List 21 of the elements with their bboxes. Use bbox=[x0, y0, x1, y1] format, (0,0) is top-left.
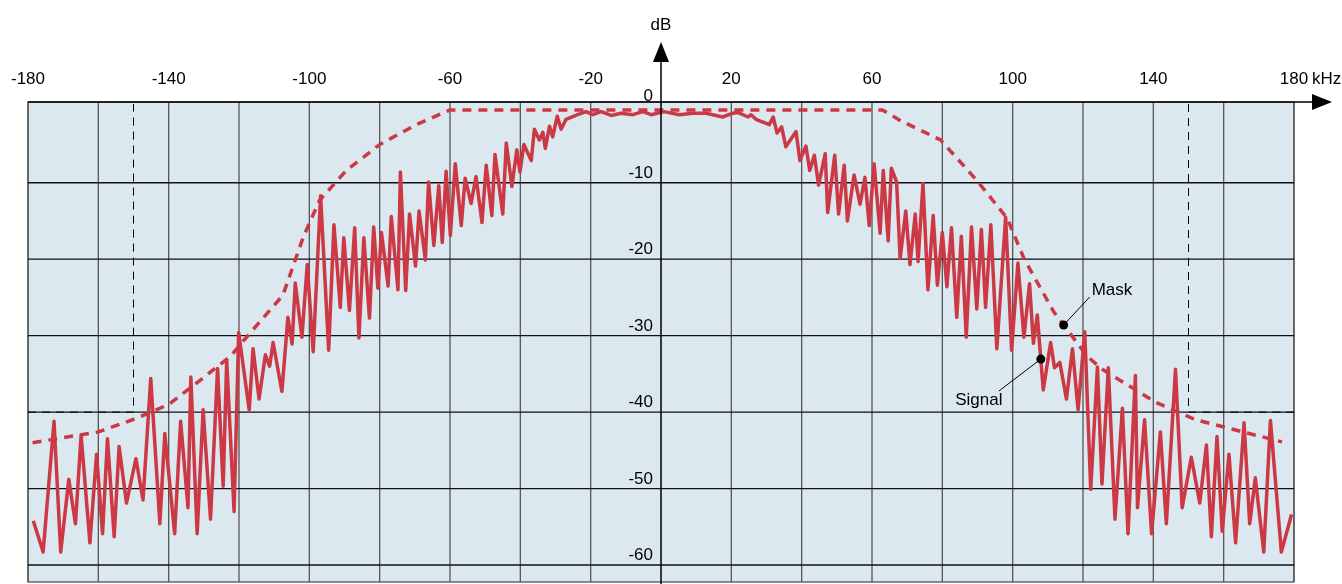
x-tick-label: -180 bbox=[10, 69, 46, 88]
x-tick-label: -100 bbox=[292, 69, 327, 88]
y-tick-label: -20 bbox=[628, 239, 653, 259]
x-tick-label: 60 bbox=[862, 69, 882, 88]
x-tick-label: 180 bbox=[1279, 69, 1309, 88]
y-tick-label: -10 bbox=[628, 162, 653, 182]
x-tick-label: -60 bbox=[437, 69, 463, 88]
y-axis-title: dB bbox=[650, 15, 672, 34]
x-tick-label: 100 bbox=[998, 69, 1027, 88]
x-tick-label: -20 bbox=[578, 69, 603, 88]
y-tick-label: -60 bbox=[628, 545, 653, 564]
x-tick-label: 140 bbox=[1139, 69, 1168, 88]
y-tick-label: -40 bbox=[628, 392, 653, 412]
y-tick-label: -30 bbox=[628, 315, 653, 335]
x-axis-title: kHz bbox=[1312, 69, 1342, 88]
y-tick-label: -50 bbox=[628, 468, 653, 488]
x-tick-label: -140 bbox=[151, 69, 186, 88]
text: Mask bbox=[1091, 280, 1133, 300]
x-tick-label: 20 bbox=[721, 69, 741, 88]
text: Signal bbox=[955, 390, 1003, 410]
y-tick-label: 0 bbox=[643, 86, 653, 106]
